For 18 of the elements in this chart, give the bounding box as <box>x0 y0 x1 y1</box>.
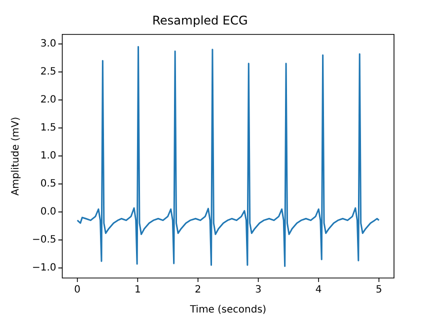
x-tick-label: 3 <box>255 284 262 296</box>
y-tick-label: 0.5 <box>40 178 56 190</box>
y-tick-label: −0.5 <box>32 234 56 246</box>
y-tick-label: 2.5 <box>40 66 56 78</box>
x-axis-title: Time (seconds) <box>188 304 266 316</box>
x-tick-label: 1 <box>134 284 141 296</box>
x-tick-label: 2 <box>194 284 202 296</box>
y-tick-label: 1.0 <box>40 150 56 162</box>
chart-title: Resampled ECG <box>152 13 248 28</box>
y-tick-label: 0.0 <box>40 206 56 218</box>
y-tick-label: 1.5 <box>40 122 56 134</box>
x-tick-label: 4 <box>315 284 322 296</box>
y-tick-label: −1.0 <box>32 262 56 274</box>
x-tick-label: 5 <box>376 284 382 296</box>
y-tick-label: 2.0 <box>40 94 56 106</box>
y-tick-label: 3.0 <box>40 38 56 50</box>
x-tick-label: 0 <box>74 284 81 296</box>
y-axis-title: Amplitude (mV) <box>10 116 22 196</box>
